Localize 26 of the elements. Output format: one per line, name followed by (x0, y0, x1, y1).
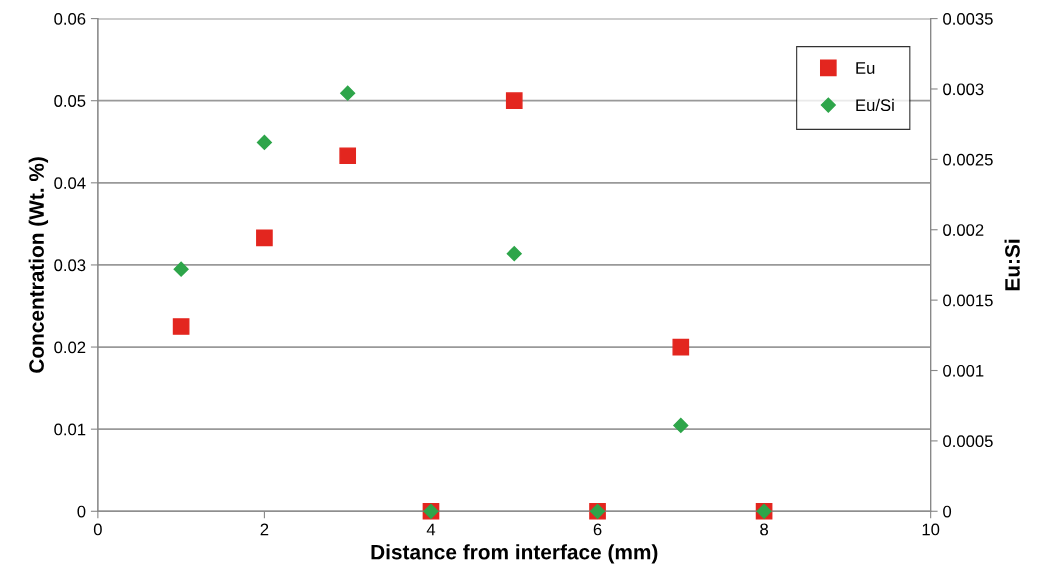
y-axis-title: Concentration (Wt. %) (28, 157, 49, 373)
y2-tick-label: 0.0035 (943, 12, 993, 25)
legend-label: Eu (856, 62, 875, 74)
y-tick-label: 0.05 (54, 95, 86, 107)
y2-tick-label: 0.001 (943, 364, 984, 377)
y2-tick-label: 0.003 (943, 83, 984, 96)
x-tick-label: 0 (93, 523, 102, 536)
y2-axis-title: Eu:Si (1004, 239, 1020, 291)
x-tick-label: 8 (760, 523, 768, 536)
y-tick-label: 0.02 (54, 341, 86, 354)
x-tick-label: 2 (260, 523, 269, 536)
y-tick-label: 0.01 (54, 423, 86, 436)
y2-tick-label: 0.0025 (943, 153, 993, 166)
y2-tick-label: 0 (943, 505, 952, 518)
y-tick-label: 0.06 (54, 12, 86, 25)
legend-label: Eu/Si (856, 98, 894, 112)
y-tick-label: 0.03 (54, 259, 86, 272)
y2-tick-label: 0.002 (943, 224, 984, 236)
x-tick-label: 10 (922, 523, 940, 536)
y2-tick-label: 0.0005 (943, 435, 993, 448)
x-tick-label: 6 (593, 523, 602, 536)
x-axis-title: Distance from interface (mm) (371, 544, 658, 564)
x-tick-label: 4 (426, 523, 436, 536)
y2-tick-label: 0.0015 (943, 294, 993, 307)
y-tick-label: 0 (77, 505, 86, 518)
y-tick-label: 0.04 (54, 177, 86, 190)
